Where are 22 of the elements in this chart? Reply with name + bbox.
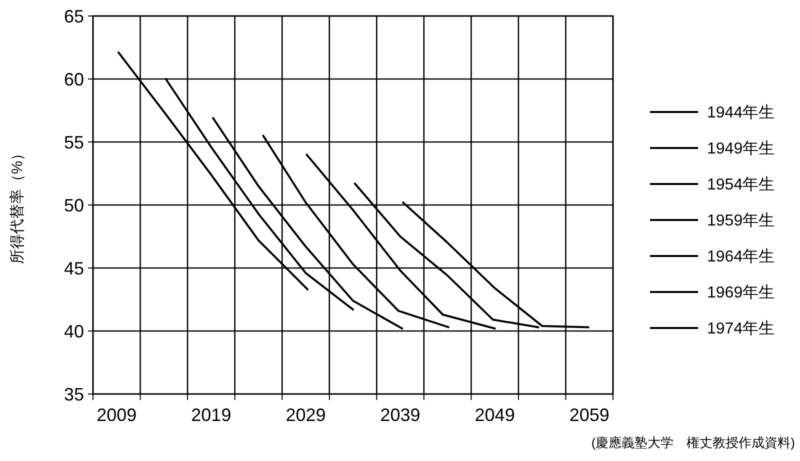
legend-label: 1954年生 bbox=[707, 176, 775, 194]
x-tick-label: 2049 bbox=[474, 405, 515, 425]
text: (慶應義塾大学 権丈教授作成資料) bbox=[591, 435, 795, 450]
y-axis-title: 所得代替率（%） bbox=[9, 146, 26, 264]
x-tick-label: 2039 bbox=[380, 405, 420, 425]
legend-label: 1974年生 bbox=[707, 320, 775, 338]
y-tick-label: 55 bbox=[64, 132, 84, 152]
legend-label: 1969年生 bbox=[707, 284, 775, 302]
y-tick-label: 50 bbox=[64, 195, 84, 216]
x-tick-label: 2019 bbox=[191, 405, 232, 425]
legend-label: 1959年生 bbox=[707, 212, 775, 230]
x-tick-label: 2059 bbox=[569, 405, 610, 425]
legend-label: 1944年生 bbox=[707, 104, 775, 122]
y-tick-label: 65 bbox=[64, 6, 84, 26]
x-tick-label: 2009 bbox=[96, 405, 137, 425]
legend-label: 1964年生 bbox=[707, 248, 775, 266]
x-tick-label: 2029 bbox=[286, 405, 326, 425]
y-tick-label: 45 bbox=[64, 258, 84, 278]
y-tick-label: 40 bbox=[64, 321, 84, 342]
legend-label: 1949年生 bbox=[707, 140, 775, 158]
y-tick-label: 60 bbox=[64, 69, 84, 90]
y-tick-label: 35 bbox=[64, 384, 84, 404]
